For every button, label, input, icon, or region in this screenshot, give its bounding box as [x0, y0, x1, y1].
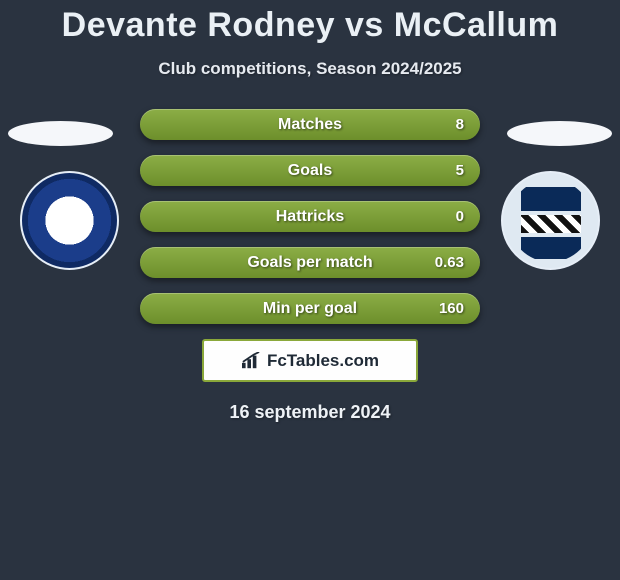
right-player-ellipse: [507, 121, 612, 146]
stat-label: Matches: [140, 116, 480, 134]
stat-label: Goals per match: [140, 254, 480, 272]
brand-label: FcTables.com: [267, 351, 379, 371]
stat-value: 0: [456, 208, 464, 225]
stat-value: 160: [439, 300, 464, 317]
snapshot-date: 16 september 2024: [0, 402, 620, 423]
bar-chart-icon: [241, 352, 261, 370]
brand-badge: FcTables.com: [202, 339, 418, 382]
comparison-subtitle: Club competitions, Season 2024/2025: [0, 59, 620, 79]
stat-row-min-per-goal: Min per goal 160: [140, 293, 480, 324]
stat-row-matches: Matches 8: [140, 109, 480, 140]
stat-value: 5: [456, 162, 464, 179]
stat-row-goals: Goals 5: [140, 155, 480, 186]
stat-label: Goals: [140, 162, 480, 180]
stat-value: 0.63: [435, 254, 464, 271]
stats-list: Matches 8 Goals 5 Hattricks 0 Goals per …: [140, 109, 480, 324]
stat-row-hattricks: Hattricks 0: [140, 201, 480, 232]
right-club-crest: [501, 171, 600, 270]
stat-row-goals-per-match: Goals per match 0.63: [140, 247, 480, 278]
left-player-ellipse: [8, 121, 113, 146]
stat-value: 8: [456, 116, 464, 133]
left-club-crest: [20, 171, 119, 270]
comparison-content: Matches 8 Goals 5 Hattricks 0 Goals per …: [0, 109, 620, 423]
comparison-title: Devante Rodney vs McCallum: [0, 0, 620, 45]
stat-label: Hattricks: [140, 208, 480, 226]
stat-label: Min per goal: [140, 300, 480, 318]
